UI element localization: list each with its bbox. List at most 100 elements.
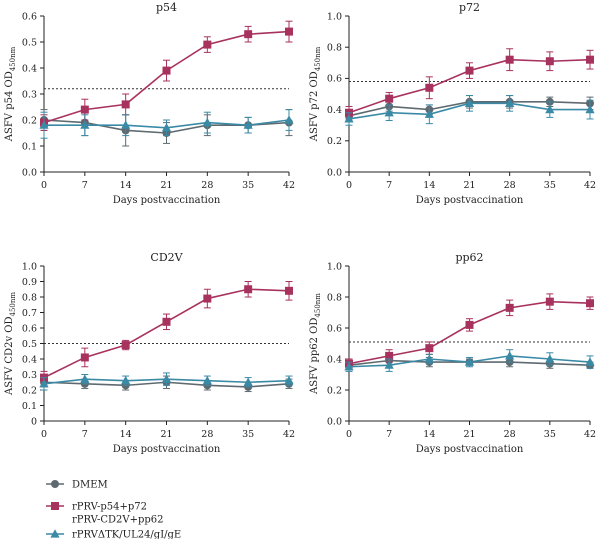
data-point: [285, 27, 293, 36]
data-point: [80, 120, 90, 129]
series-line: [43, 288, 290, 379]
data-point: [121, 100, 130, 109]
series-line: [348, 300, 591, 365]
data-point: [243, 120, 253, 129]
x-tick-label: 0: [41, 180, 47, 191]
y-axis-label-main: ASFV CD2v OD: [4, 317, 15, 397]
x-tick-label: 7: [386, 429, 392, 440]
legend-entry-vaccine: rPRV-p54+p72 rPRV-CD2V+pp62: [46, 502, 164, 526]
y-tick-label: 0.2: [327, 385, 342, 396]
series-control: [39, 372, 294, 391]
y-tick-label: 0.0: [22, 167, 37, 178]
y-tick-label: 0.4: [327, 105, 342, 116]
y-axis-label: ASFV p54 OD450nm: [4, 46, 17, 142]
y-axis-label-subscript: 450nm: [9, 46, 17, 71]
y-axis-label-main: ASFV p72 OD: [309, 71, 320, 142]
x-tick-label: 14: [423, 180, 435, 191]
y-tick-label: 0.8: [327, 292, 342, 303]
legend-entry-control: rPRVΔTK/UL24/gI/gE: [46, 529, 181, 539]
x-tick-label: 42: [283, 429, 295, 440]
series-control: [344, 95, 595, 126]
legend: DMEM rPRV-p54+p72 rPRV-CD2V+pp62 rPRVΔTK/UL…: [46, 480, 181, 539]
y-tick-label: 0.5: [22, 339, 37, 350]
legend-label: DMEM: [72, 480, 108, 491]
chart-title: p54: [156, 1, 177, 14]
chart-panel-cd2v: CD2V 0 0.1 0.2 0.3 0.4 0.5 0.6 0.7 0.8 0.9 1.0 0 7 14 2…: [4, 251, 295, 455]
x-tick-label: 0: [41, 429, 47, 440]
data-point: [161, 374, 172, 383]
y-tick-label: 0.8: [327, 43, 342, 54]
data-point: [344, 114, 354, 123]
chart-title: pp62: [455, 251, 483, 264]
data-point: [203, 294, 212, 303]
x-tick-label: 35: [242, 429, 254, 440]
data-point: [586, 55, 594, 64]
data-point: [586, 299, 594, 308]
y-tick-label: 0.6: [327, 323, 342, 334]
legend-label: rPRV-p54+p72: [72, 502, 147, 513]
data-point: [344, 361, 354, 371]
data-point: [244, 30, 253, 39]
y-tick-label: 0.9: [22, 277, 37, 288]
y-axis-label-subscript: 450nm: [314, 293, 322, 318]
x-tick-label: 28: [504, 180, 516, 191]
y-tick-label: 0.4: [327, 354, 342, 365]
y-axis-label: ASFV pp62 OD450nm: [309, 293, 322, 395]
chart-panel-pp62: pp62 0.0 0.2 0.4 0.6 0.8 1.0 0 7 14 21 28 35 42 Days p…: [309, 251, 596, 455]
y-tick-label: 1.0: [327, 261, 342, 272]
data-point: [545, 57, 554, 66]
data-point: [202, 375, 212, 385]
y-tick-label: 0.0: [327, 167, 342, 178]
data-point: [585, 104, 595, 114]
y-tick-label: 0.4: [22, 63, 37, 74]
data-point: [585, 357, 595, 366]
chart-panel-p72: p72 0.0 0.2 0.4 0.6 0.8 1.0 0 7 14 21 28 35 42 Days po…: [309, 1, 596, 206]
data-point: [80, 353, 89, 362]
y-tick-label: 0.3: [22, 370, 37, 381]
y-tick-label: 1.0: [327, 11, 342, 22]
data-point: [545, 297, 554, 306]
data-point: [284, 375, 294, 385]
y-axis-label-subscript: 450nm: [9, 292, 17, 317]
x-axis-label: Days postvaccination: [113, 195, 221, 206]
data-point: [80, 374, 90, 383]
data-point: [121, 375, 131, 385]
data-point: [464, 357, 475, 366]
x-tick-label: 28: [201, 180, 213, 191]
data-point: [243, 377, 253, 386]
y-tick-label: 0.5: [22, 37, 37, 48]
data-point: [424, 109, 434, 118]
x-tick-label: 0: [346, 180, 352, 191]
data-point: [505, 98, 515, 107]
y-tick-label: 0.0: [327, 416, 342, 427]
x-tick-label: 14: [120, 429, 132, 440]
data-point: [121, 341, 130, 350]
x-tick-label: 35: [242, 180, 254, 191]
series-control: [344, 349, 595, 372]
y-tick-label: 0.8: [22, 292, 37, 303]
x-tick-label: 21: [160, 429, 172, 440]
data-point: [244, 285, 253, 294]
x-tick-label: 21: [463, 180, 475, 191]
y-tick-label: 0.7: [22, 308, 37, 319]
legend-entry-dmem: DMEM: [46, 480, 108, 491]
y-tick-label: 0.6: [22, 323, 37, 334]
x-tick-label: 7: [386, 180, 392, 191]
data-point: [385, 94, 394, 103]
data-point: [384, 360, 394, 369]
data-point: [80, 105, 89, 114]
x-tick-label: 28: [504, 429, 516, 440]
x-tick-label: 42: [283, 180, 295, 191]
chart-title: p72: [459, 1, 480, 14]
chart-panel-p54: p54 0.0 0.1 0.2 0.3 0.4 0.5 0.6 0 7 14 21 28 35 42 Days…: [4, 1, 295, 206]
x-tick-label: 35: [544, 180, 556, 191]
y-tick-label: 0.2: [22, 115, 37, 126]
series-control: [39, 109, 294, 139]
legend-marker: [51, 502, 59, 510]
y-tick-label: 0: [31, 416, 37, 427]
x-tick-label: 42: [584, 429, 596, 440]
data-point: [161, 123, 172, 132]
y-axis-label-subscript: 450nm: [314, 46, 322, 71]
series-vaccine: [40, 281, 293, 385]
legend-label: rPRVΔTK/UL24/gI/gE: [72, 530, 181, 539]
